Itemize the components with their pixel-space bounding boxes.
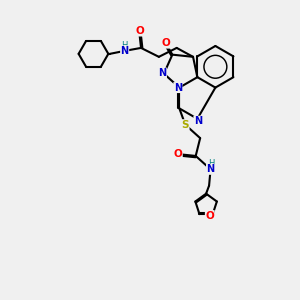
Text: N: N (121, 46, 129, 56)
Text: N: N (158, 68, 166, 78)
Text: O: O (161, 38, 170, 48)
Text: N: N (206, 164, 214, 174)
Text: H: H (208, 160, 214, 169)
Text: O: O (206, 211, 214, 220)
Text: N: N (174, 82, 182, 93)
Text: O: O (173, 149, 182, 160)
Text: S: S (182, 120, 189, 130)
Text: N: N (194, 116, 202, 126)
Text: O: O (135, 26, 144, 36)
Text: H: H (122, 41, 128, 50)
